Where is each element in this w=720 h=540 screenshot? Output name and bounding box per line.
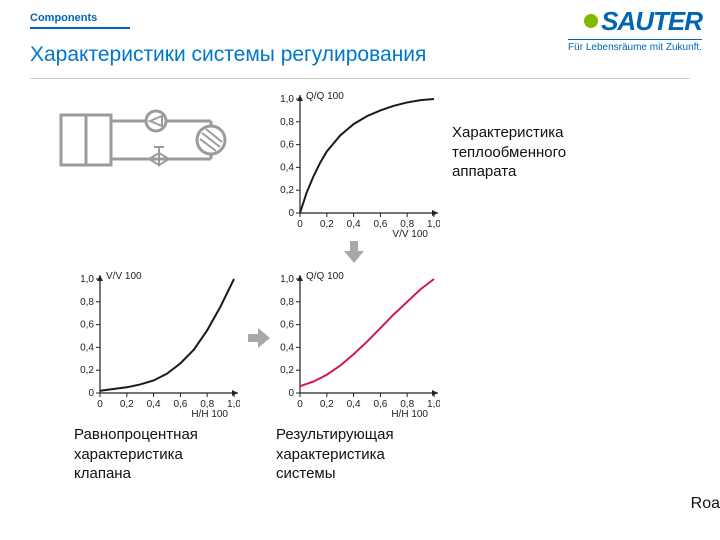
- content-area: 000,20,20,40,40,60,60,80,81,01,0V/V 100Q…: [0, 79, 720, 519]
- label-result-text: Результирующаяхарактеристикасистемы: [276, 426, 394, 482]
- components-label: Components: [30, 12, 130, 29]
- label-valve-text: Равнопроцентнаяхарактеристикаклапана: [74, 426, 198, 482]
- svg-text:0,6: 0,6: [280, 320, 294, 331]
- svg-text:0,8: 0,8: [280, 117, 294, 128]
- svg-text:0,6: 0,6: [280, 140, 294, 151]
- svg-text:1,0: 1,0: [227, 399, 240, 410]
- svg-text:0,4: 0,4: [280, 162, 294, 173]
- logo-tagline: Für Lebensräume mit Zukunft.: [568, 39, 702, 53]
- svg-text:0: 0: [97, 399, 103, 410]
- chart-result-svg: 000,20,20,40,40,60,60,80,81,01,0H/H 100Q…: [270, 267, 440, 417]
- svg-text:1,0: 1,0: [427, 219, 440, 230]
- chart-heat-svg: 000,20,20,40,40,60,60,80,81,01,0V/V 100Q…: [270, 87, 440, 237]
- svg-text:H/H 100: H/H 100: [391, 409, 428, 417]
- svg-text:0,6: 0,6: [373, 219, 387, 230]
- hydraulic-schematic: [56, 97, 236, 197]
- svg-text:0,4: 0,4: [347, 399, 361, 410]
- svg-text:0: 0: [297, 219, 303, 230]
- svg-text:1,0: 1,0: [280, 274, 294, 285]
- logo-text: SAUTER: [568, 6, 702, 37]
- svg-text:0,8: 0,8: [280, 297, 294, 308]
- logo-dot-icon: [584, 14, 598, 28]
- arrow-right-svg: [246, 327, 272, 349]
- svg-text:Q/Q 100: Q/Q 100: [306, 271, 344, 282]
- logo-word: SAUTER: [601, 6, 702, 36]
- svg-text:1,0: 1,0: [280, 94, 294, 105]
- svg-text:1,0: 1,0: [80, 274, 94, 285]
- svg-text:0,2: 0,2: [320, 219, 334, 230]
- header: Components SAUTER Für Lebensräume mit Zu…: [0, 0, 720, 78]
- svg-text:1,0: 1,0: [427, 399, 440, 410]
- arrow-right-icon: [246, 327, 272, 349]
- logo: SAUTER Für Lebensräume mit Zukunft.: [568, 6, 702, 53]
- arrow-down-icon: [343, 239, 365, 265]
- svg-text:0,2: 0,2: [280, 185, 294, 196]
- svg-text:0,4: 0,4: [80, 342, 94, 353]
- chart-valve-svg: 000,20,20,40,40,60,60,80,81,01,0H/H 100V…: [70, 267, 240, 417]
- svg-text:0,6: 0,6: [373, 399, 387, 410]
- label-heat-text: Характеристикатеплообменногоаппарата: [452, 124, 566, 180]
- svg-text:0,4: 0,4: [147, 399, 161, 410]
- svg-text:0,6: 0,6: [80, 320, 94, 331]
- svg-text:0: 0: [88, 388, 94, 399]
- svg-text:0: 0: [288, 208, 294, 219]
- svg-text:0,8: 0,8: [80, 297, 94, 308]
- schematic-svg: [56, 97, 236, 197]
- svg-text:0,2: 0,2: [80, 365, 94, 376]
- chart-valve: 000,20,20,40,40,60,60,80,81,01,0H/H 100V…: [70, 267, 240, 417]
- svg-text:V/V 100: V/V 100: [392, 229, 428, 237]
- svg-text:0: 0: [297, 399, 303, 410]
- label-valve: Равнопроцентнаяхарактеристикаклапана: [74, 425, 244, 484]
- chart-result: 000,20,20,40,40,60,60,80,81,01,0H/H 100Q…: [270, 267, 440, 417]
- footer-cut-text: Roa: [691, 495, 720, 513]
- svg-text:Q/Q 100: Q/Q 100: [306, 91, 344, 102]
- svg-text:0,4: 0,4: [280, 342, 294, 353]
- svg-text:0,6: 0,6: [173, 399, 187, 410]
- svg-text:0: 0: [288, 388, 294, 399]
- svg-text:0,2: 0,2: [120, 399, 134, 410]
- label-heat-exchanger: Характеристикатеплообменногоаппарата: [452, 123, 632, 182]
- chart-heat-exchanger: 000,20,20,40,40,60,60,80,81,01,0V/V 100Q…: [270, 87, 440, 237]
- svg-text:0,2: 0,2: [280, 365, 294, 376]
- svg-text:H/H 100: H/H 100: [191, 409, 228, 417]
- svg-text:0,2: 0,2: [320, 399, 334, 410]
- arrow-down-svg: [343, 239, 365, 265]
- svg-text:V/V 100: V/V 100: [106, 271, 142, 282]
- label-result: Результирующаяхарактеристикасистемы: [276, 425, 446, 484]
- svg-text:0,4: 0,4: [347, 219, 361, 230]
